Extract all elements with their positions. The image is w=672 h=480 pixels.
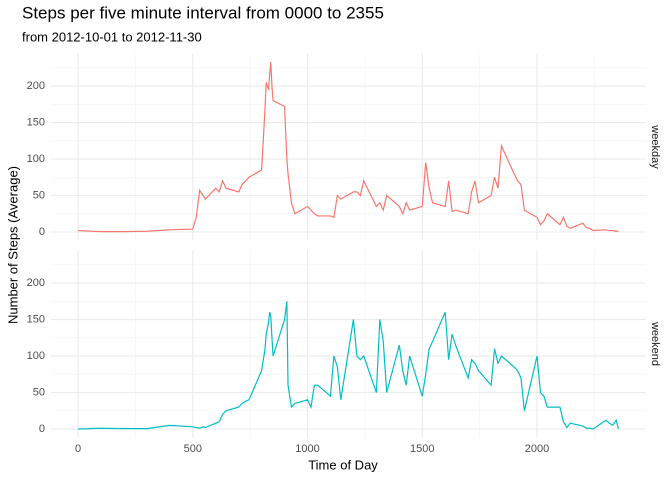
x-tick-label: 1000 [295, 443, 319, 455]
y-tick-label: 0 [39, 226, 45, 238]
y-tick-label: 100 [27, 350, 45, 362]
line [78, 301, 620, 430]
x-tick-label: 500 [184, 443, 202, 455]
y-tick-label: 200 [27, 277, 45, 289]
y-tick-label: 50 [33, 386, 45, 398]
chart-title: Steps per five minute interval from 0000… [22, 3, 384, 22]
y-tick-label: 0 [39, 423, 45, 435]
y-tick-label: 200 [27, 80, 45, 92]
y-tick-label: 150 [27, 116, 45, 128]
chart-subtitle: from 2012-10-01 to 2012-11-30 [22, 29, 202, 44]
y-tick-label: 50 [33, 189, 45, 201]
facet-label: weekday [649, 124, 661, 169]
y-axis-label: Number of Steps (Average) [5, 166, 20, 324]
x-tick-label: 1500 [410, 443, 434, 455]
x-tick-label: 0 [75, 443, 81, 455]
x-axis-label: Time of Day [308, 457, 378, 472]
y-tick-label: 150 [27, 313, 45, 325]
x-tick-label: 2000 [525, 443, 549, 455]
y-tick-label: 100 [27, 153, 45, 165]
line [77, 61, 619, 233]
facet-label: weekend [649, 321, 661, 366]
